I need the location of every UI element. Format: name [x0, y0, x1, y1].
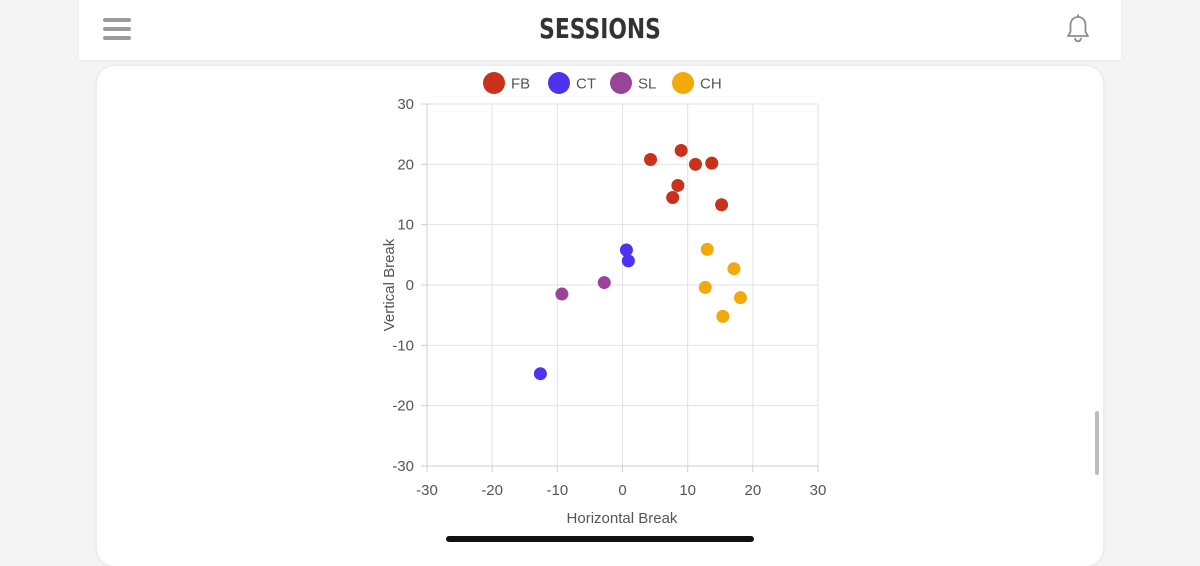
data-point-ch[interactable]	[716, 309, 730, 323]
data-point-ch[interactable]	[698, 280, 712, 294]
page-title: SESSIONS	[539, 12, 661, 45]
legend-item-ch[interactable]: CH	[672, 72, 722, 94]
bell-icon[interactable]	[1065, 14, 1091, 44]
legend-item-ct[interactable]: CT	[548, 72, 596, 94]
y-tick-label: -20	[392, 398, 414, 415]
x-tick-label: 20	[744, 482, 761, 499]
data-point-fb[interactable]	[674, 143, 688, 157]
hamburger-menu-icon[interactable]	[103, 16, 131, 42]
scrollbar[interactable]	[1095, 411, 1099, 475]
data-point-ch[interactable]	[727, 262, 741, 276]
legend-swatch	[672, 72, 694, 94]
data-point-ct[interactable]	[533, 367, 547, 381]
chart-points	[533, 143, 747, 381]
data-point-sl[interactable]	[555, 287, 569, 301]
legend-swatch	[548, 72, 570, 94]
data-point-fb[interactable]	[705, 156, 719, 170]
x-tick-label: 10	[679, 482, 696, 499]
legend-label: SL	[638, 76, 656, 93]
y-tick-label: 20	[397, 156, 414, 173]
home-indicator[interactable]	[446, 536, 754, 542]
chart-legend: FB CT SL CH	[483, 72, 722, 94]
x-tick-label: 0	[618, 482, 626, 499]
data-point-fb[interactable]	[644, 153, 658, 167]
data-point-fb[interactable]	[688, 157, 702, 171]
data-point-ch[interactable]	[700, 242, 714, 256]
x-axis-label: Horizontal Break	[567, 510, 678, 527]
x-tick-label: 30	[810, 482, 827, 499]
data-point-fb[interactable]	[715, 198, 729, 212]
data-point-sl[interactable]	[597, 276, 611, 290]
pitch-break-scatter-chart: -30 -20 -10 0 10 20 30 -30 -20 -10 0 10 20 30 FB CT SL C…	[381, 72, 826, 527]
x-tick-label: -10	[546, 482, 568, 499]
app-screen: SESSIONS -30 -20 -10 0 10 20 30 -30 -20 -10 0 10 20 3…	[79, 0, 1121, 566]
top-bar: SESSIONS	[79, 0, 1121, 60]
y-tick-label: 30	[397, 96, 414, 113]
legend-item-fb[interactable]: FB	[483, 72, 530, 94]
x-tick-label: -30	[416, 482, 438, 499]
chart-grid	[426, 103, 819, 467]
data-point-ct[interactable]	[621, 254, 635, 268]
y-tick-label: 0	[406, 277, 414, 294]
y-tick-label: -10	[392, 337, 414, 354]
data-point-ct[interactable]	[619, 243, 633, 257]
chart-tick-labels: -30 -20 -10 0 10 20 30 -30 -20 -10 0 10 20 30	[392, 96, 826, 499]
x-tick-label: -20	[481, 482, 503, 499]
y-tick-label: 10	[397, 217, 414, 234]
legend-label: FB	[511, 76, 530, 93]
y-tick-label: -30	[392, 458, 414, 475]
data-point-ch[interactable]	[733, 291, 747, 305]
legend-label: CH	[700, 76, 722, 93]
data-point-fb[interactable]	[666, 191, 680, 205]
legend-swatch	[483, 72, 505, 94]
chart-card: -30 -20 -10 0 10 20 30 -30 -20 -10 0 10 20 30 FB CT SL C…	[97, 66, 1103, 566]
y-axis-label: Vertical Break	[381, 238, 398, 331]
data-point-fb[interactable]	[671, 178, 685, 192]
legend-swatch	[610, 72, 632, 94]
chart-axes	[421, 103, 819, 472]
legend-item-sl[interactable]: SL	[610, 72, 656, 94]
legend-label: CT	[576, 76, 596, 93]
